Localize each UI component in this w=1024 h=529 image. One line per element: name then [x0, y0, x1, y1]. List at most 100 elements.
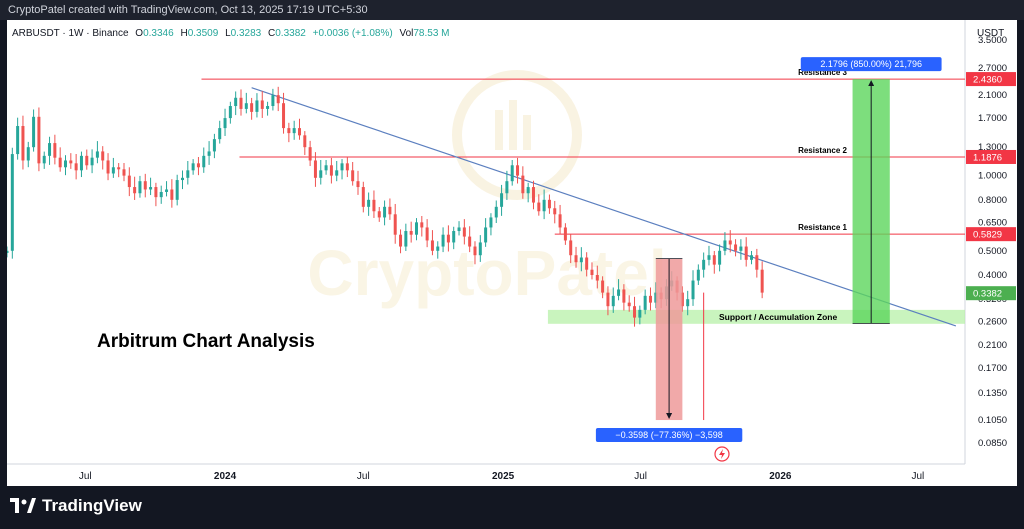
- tradingview-logo[interactable]: TradingView: [10, 496, 142, 516]
- price-ticks: 3.5000 2.7000 2.1000 1.7000 1.3000 1.0000 0.80…: [978, 35, 1007, 449]
- tradingview-brand: TradingView: [42, 496, 142, 515]
- candle-body: [58, 157, 62, 168]
- axis-background: [965, 20, 1017, 464]
- legend-l-value: 0.3283: [231, 28, 262, 39]
- measure-tools: 2.1796 (850.00%) 21,796 −0.3598 (−77.36%)…: [595, 57, 942, 443]
- candle-body: [707, 255, 711, 260]
- candle-body: [436, 246, 440, 251]
- candle-body: [718, 250, 722, 265]
- candle-body: [106, 160, 110, 174]
- candle-body: [420, 222, 424, 228]
- candle-body: [526, 187, 530, 194]
- alert-icon[interactable]: [714, 446, 730, 462]
- candle-body: [53, 143, 57, 158]
- candle-body: [266, 106, 270, 109]
- time-tick-label: 2025: [492, 471, 515, 482]
- candle-body: [521, 175, 525, 194]
- candle-body: [457, 227, 461, 232]
- candle-body: [611, 295, 615, 307]
- price-tick-label: 0.1350: [978, 388, 1007, 399]
- chart-canvas[interactable]: CryptoPatel 3.50002.70002.10001.70001.30…: [7, 20, 1017, 486]
- currency-label: USDT: [977, 28, 1004, 39]
- candle-body: [202, 155, 206, 168]
- price-tick-label: 0.2600: [978, 317, 1007, 328]
- candle-body: [32, 116, 36, 148]
- candle-body: [377, 211, 381, 218]
- candle-body: [282, 103, 286, 129]
- candle-body: [478, 242, 482, 256]
- candle-body: [260, 100, 264, 109]
- candle-body: [79, 155, 83, 171]
- candle-body: [399, 234, 403, 247]
- candle-body: [755, 255, 759, 270]
- resistance-label: Resistance 1: [798, 223, 847, 232]
- price-tick-label: 0.5000: [978, 246, 1007, 257]
- candle-body: [90, 157, 94, 166]
- measure-label: 2.1796 (850.00%) 21,796: [820, 59, 922, 69]
- candle-body: [388, 206, 392, 215]
- legend-c-value: 0.3382: [275, 28, 306, 39]
- candle-body: [702, 259, 706, 270]
- price-tick-label: 0.1050: [978, 415, 1007, 426]
- current-price-value: 0.3382: [973, 289, 1002, 300]
- candle-body: [531, 187, 535, 203]
- current-price-badge: [966, 286, 1016, 301]
- candle-body: [239, 97, 243, 109]
- candle-body: [563, 227, 567, 241]
- candle-body: [452, 231, 456, 243]
- candle-body: [324, 165, 328, 171]
- candle-body: [180, 177, 184, 181]
- resistance-levels: Resistance 3 2.4360 Resistance 2 1.1876 Resi…: [201, 68, 1016, 301]
- candle-body: [186, 170, 190, 178]
- candle-body: [372, 199, 376, 212]
- candle-body: [223, 118, 227, 129]
- candle-body: [345, 163, 349, 171]
- candle-body: [383, 206, 387, 218]
- trendline[interactable]: [251, 87, 957, 327]
- candle-body: [122, 169, 126, 176]
- candle-body: [569, 240, 573, 256]
- price-level-value: 2.4360: [973, 75, 1002, 86]
- time-tick-label: 2026: [769, 471, 792, 482]
- svg-text:ARBUSDT · 1W · Binance: ARBUSDT · 1W · Binance O0.3346 H0.3509 L…: [12, 28, 450, 39]
- price-tick-label: 2.7000: [978, 63, 1007, 74]
- candle-body: [74, 163, 78, 171]
- candle-body: [686, 299, 690, 307]
- creator-credit: CryptoPatel created with TradingView.com…: [8, 4, 368, 16]
- time-tick-label: 2024: [214, 471, 237, 482]
- time-tick-label: Jul: [357, 471, 370, 482]
- candle-body: [590, 269, 594, 275]
- creator-header: CryptoPatel created with TradingView.com…: [0, 0, 1024, 20]
- measure-label-box: [800, 57, 942, 72]
- candle-body: [340, 163, 344, 171]
- price-tick-label: 1.7000: [978, 113, 1007, 124]
- footer-bar: TradingView: [0, 488, 1024, 529]
- candle-body: [250, 103, 254, 112]
- candle-body: [37, 116, 41, 164]
- candle-body: [218, 128, 222, 140]
- candle-body: [585, 257, 589, 270]
- legend-change: +0.0036 (+1.08%): [313, 28, 393, 39]
- candle-body: [228, 106, 232, 119]
- price-level-badge: [966, 149, 1016, 164]
- candle-body: [361, 187, 365, 207]
- candle-body: [7, 250, 9, 253]
- legend-o-label: O: [135, 28, 143, 39]
- time-tick-label: Jul: [79, 471, 92, 482]
- candle-body: [271, 95, 275, 107]
- price-level-value: 0.5829: [973, 230, 1002, 241]
- candle-body: [516, 165, 520, 176]
- candle-body: [287, 128, 291, 134]
- candle-body: [207, 151, 211, 156]
- price-tick-label: 1.3000: [978, 142, 1007, 153]
- candle-body: [638, 309, 642, 318]
- candle-body: [473, 246, 477, 256]
- candle-body: [143, 181, 147, 190]
- price-tick-label: 1.0000: [978, 171, 1007, 182]
- price-tick-label: 0.1700: [978, 363, 1007, 374]
- trendline-group: [251, 87, 957, 327]
- candle-body: [196, 163, 200, 168]
- candle-body: [425, 227, 429, 241]
- candle-body: [734, 244, 738, 251]
